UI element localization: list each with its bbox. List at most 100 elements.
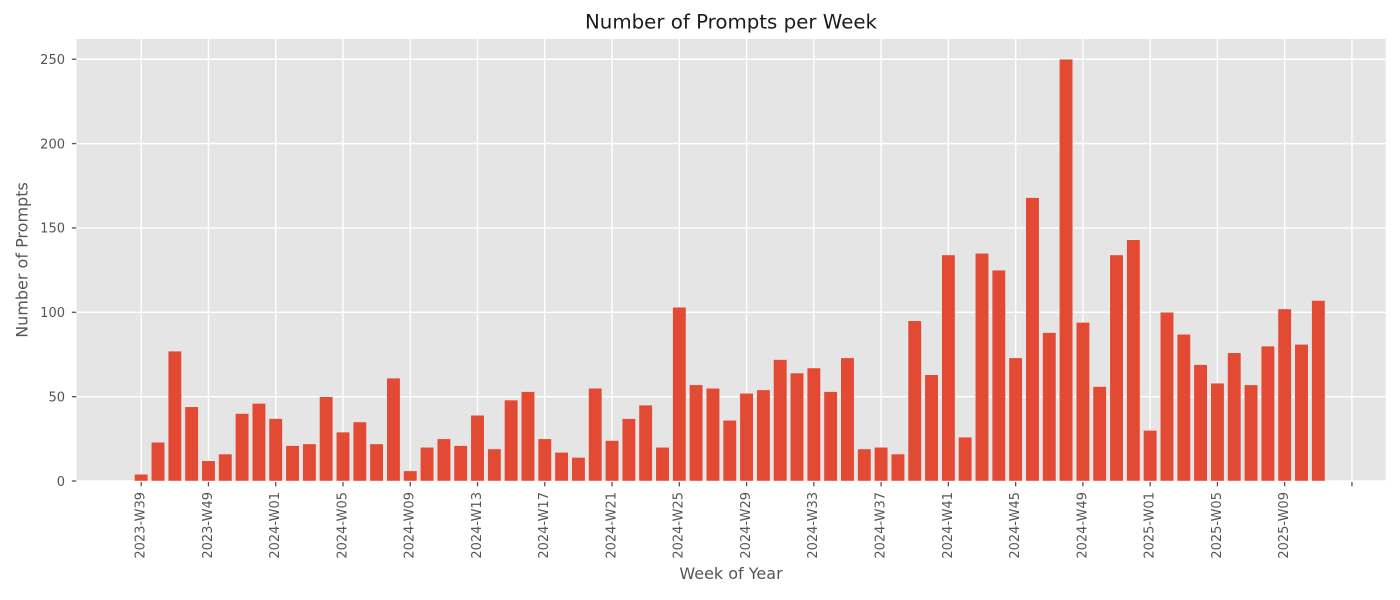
- x-tick-label-2023-W49: 2023-W49: [201, 492, 216, 559]
- bar-2024-W48: [1059, 58, 1074, 482]
- x-tick-label-2024-W21: 2024-W21: [604, 492, 619, 559]
- y-tick-label-200: 200: [40, 137, 65, 152]
- x-tick-label-2024-W01: 2024-W01: [268, 492, 283, 559]
- bar-2024-W35: [840, 357, 855, 482]
- bar-2024-W41: [941, 254, 956, 482]
- bar-2024-W03: [302, 443, 317, 482]
- x-tick-label-2024-W09: 2024-W09: [403, 492, 418, 559]
- y-tick-label-100: 100: [40, 306, 65, 321]
- bar-2024-W11: [436, 438, 451, 482]
- x-tick-label-2024-W37: 2024-W37: [874, 492, 889, 559]
- bar-2024-W31: [773, 359, 788, 482]
- bar-2024-W23: [638, 404, 653, 482]
- bar-2024-W34: [823, 391, 838, 482]
- bar-2024-W21: [605, 440, 620, 482]
- bar-2024-W01: [268, 418, 283, 482]
- bar-2023-W51: [235, 413, 250, 482]
- bar-2024-W46: [1025, 197, 1040, 482]
- bar-2024-W33: [806, 367, 821, 482]
- bar-2024-W28: [722, 420, 737, 482]
- bar-2024-W14: [487, 448, 502, 482]
- x-tick-label-2025-W05: 2025-W05: [1210, 492, 1225, 559]
- bar-2025-W09: [1277, 308, 1292, 482]
- bar-2024-W07: [369, 443, 384, 482]
- x-tick-label-2025-W01: 2025-W01: [1143, 492, 1158, 559]
- bar-2024-W29: [739, 393, 754, 482]
- bar-2025-W11: [1311, 300, 1326, 482]
- x-tick-label-2024-W45: 2024-W45: [1008, 492, 1023, 559]
- bar-2023-W45: [167, 350, 182, 482]
- x-tick-label-2024-W13: 2024-W13: [470, 492, 485, 559]
- bar-2024-W08: [386, 377, 401, 482]
- bar-2025-W06: [1227, 352, 1242, 482]
- bar-2023-W49: [201, 460, 216, 482]
- bar-2025-W03: [1176, 333, 1191, 482]
- bar-2025-W02: [1160, 312, 1174, 482]
- x-tick-label-2023-W39: 2023-W39: [134, 492, 149, 559]
- bar-2024-W13: [470, 414, 485, 482]
- y-tick-labels: 0 50 100 150 200 250: [40, 53, 65, 490]
- bar-2024-W45: [1008, 357, 1023, 482]
- bar-2024-W32: [790, 372, 804, 482]
- bar-2024-W50: [1092, 386, 1107, 482]
- bar-2024-W52: [1126, 239, 1141, 482]
- bar-2023-W52: [251, 403, 266, 482]
- x-tick-label-2024-W17: 2024-W17: [537, 492, 552, 559]
- bar-2025-W10: [1294, 344, 1309, 482]
- bar-2024-W51: [1109, 254, 1124, 482]
- bar-2024-W19: [571, 457, 586, 482]
- bar-2024-W12: [453, 445, 468, 482]
- bar-2024-W24: [655, 447, 670, 482]
- x-tick-labels: 2023-W39 2023-W49 2024-W01 2024-W05 2024-W09…: [134, 492, 1292, 559]
- bar-2024-W44: [991, 269, 1006, 482]
- bar-2024-W47: [1042, 332, 1057, 482]
- y-tick-label-250: 250: [40, 53, 65, 68]
- bar-2023-W47: [184, 406, 199, 482]
- bar-2024-W06: [352, 421, 367, 482]
- bar-2024-W25: [672, 306, 687, 482]
- bar-2024-W27: [705, 387, 720, 482]
- bar-2024-W42: [958, 436, 973, 482]
- bar-2024-W04: [319, 396, 334, 482]
- bar-2024-W39: [907, 320, 922, 482]
- y-axis-label: Number of Prompts: [13, 182, 32, 338]
- bar-2024-W30: [756, 389, 771, 482]
- x-tick-label-2024-W29: 2024-W29: [739, 492, 754, 559]
- bar-2023-W42: [151, 441, 165, 482]
- x-tick-label-2024-W25: 2024-W25: [672, 492, 687, 559]
- x-tick-label-2024-W49: 2024-W49: [1075, 492, 1090, 559]
- bar-2024-W18: [554, 452, 569, 482]
- bar-2025-W04: [1193, 364, 1208, 482]
- x-tick-label-2024-W33: 2024-W33: [806, 492, 821, 559]
- bars-group: [134, 58, 1326, 482]
- bar-2024-W40: [924, 374, 939, 482]
- bar-2024-W37: [874, 447, 889, 482]
- y-tick-label-150: 150: [40, 222, 65, 237]
- bar-2024-W22: [621, 418, 636, 482]
- bar-2024-W09: [403, 470, 418, 482]
- bar-2024-W36: [857, 448, 872, 482]
- bar-2024-W05: [336, 431, 350, 482]
- bar-2024-W26: [689, 384, 704, 482]
- bar-2024-W10: [420, 447, 435, 482]
- bar-2024-W17: [537, 438, 552, 482]
- tick-marks: [71, 58, 1353, 487]
- bar-2024-W02: [285, 445, 300, 482]
- bar-2024-W43: [975, 253, 989, 482]
- bar-2024-W38: [890, 453, 905, 482]
- bar-2025-W01: [1143, 430, 1158, 482]
- bar-2023-W39: [134, 474, 149, 482]
- chart-title: Number of Prompts per Week: [585, 11, 878, 34]
- y-tick-label-0: 0: [57, 475, 65, 490]
- y-tick-label-50: 50: [48, 390, 65, 405]
- bar-2024-W15: [504, 399, 519, 482]
- bar-2023-W50: [218, 453, 233, 482]
- bar-2025-W08: [1260, 345, 1275, 482]
- bar-2025-W05: [1210, 382, 1225, 482]
- x-tick-label-2024-W41: 2024-W41: [941, 492, 956, 559]
- bar-2024-W20: [588, 387, 603, 482]
- x-tick-label-2024-W05: 2024-W05: [335, 492, 350, 559]
- bar-2024-W16: [520, 391, 535, 482]
